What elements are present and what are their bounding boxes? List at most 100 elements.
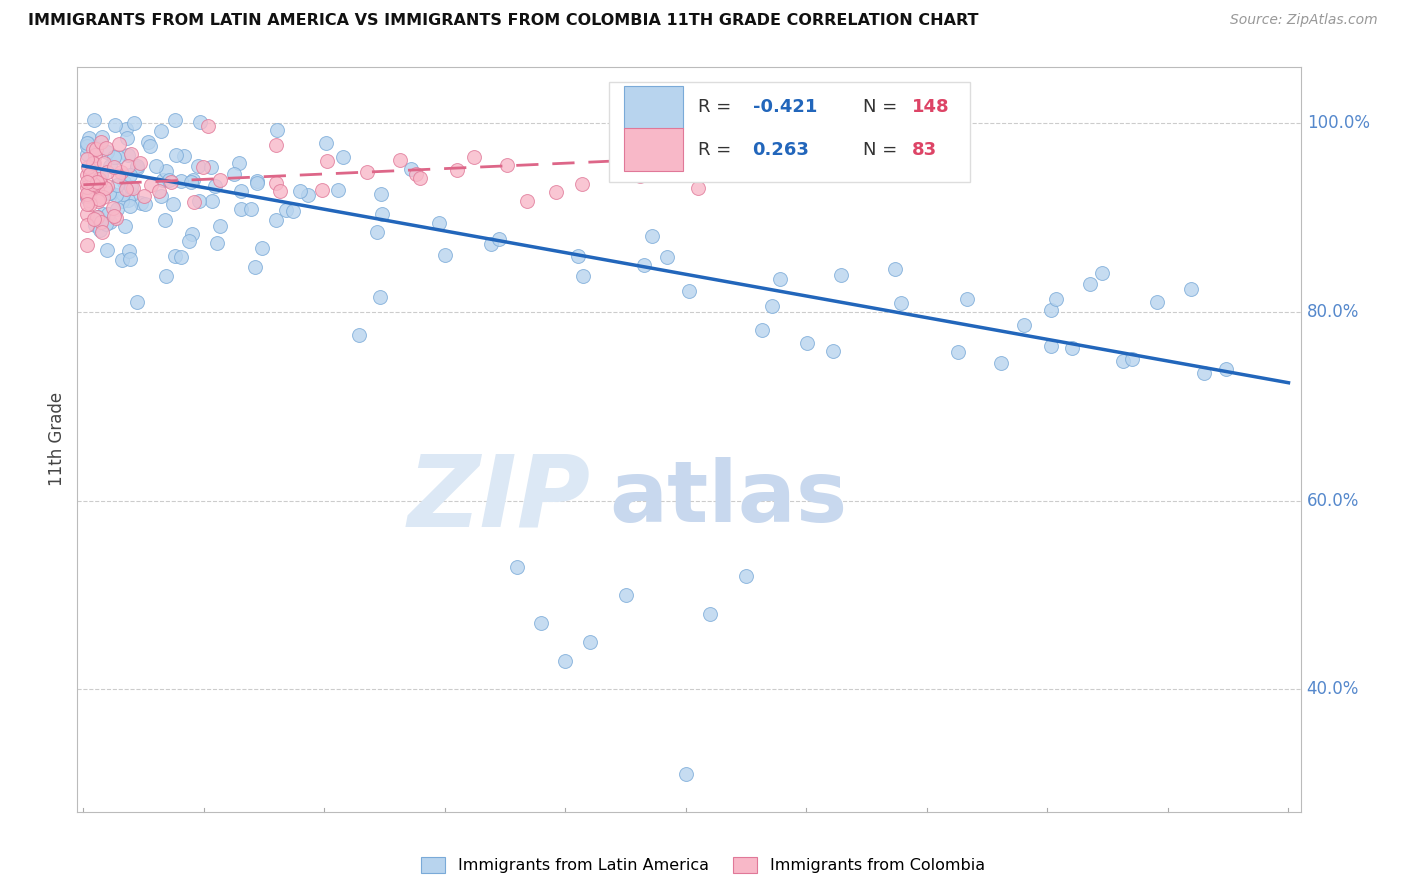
Point	[197, 120, 219, 134]
Point	[567, 250, 589, 264]
Point	[266, 212, 288, 227]
Point	[614, 588, 637, 602]
Point	[405, 167, 427, 181]
Point	[1078, 277, 1101, 291]
Point	[76, 189, 98, 203]
Point	[105, 188, 128, 202]
Point	[111, 252, 134, 267]
Point	[104, 118, 127, 132]
Point	[181, 227, 204, 241]
Point	[546, 185, 568, 199]
Point	[83, 173, 105, 187]
Point	[112, 186, 135, 201]
Point	[82, 177, 104, 191]
Point	[946, 345, 969, 359]
Point	[86, 142, 108, 156]
Point	[125, 161, 148, 175]
Text: atlas: atlas	[609, 458, 848, 541]
Point	[315, 136, 337, 150]
Point	[76, 139, 98, 153]
Point	[1121, 352, 1143, 367]
Point	[136, 136, 159, 150]
Point	[103, 210, 125, 224]
Point	[76, 191, 98, 205]
Text: R =: R =	[697, 141, 731, 159]
Point	[152, 172, 174, 186]
Point	[76, 153, 98, 167]
Legend: Immigrants from Latin America, Immigrants from Colombia: Immigrants from Latin America, Immigrant…	[415, 850, 991, 880]
Point	[148, 184, 170, 198]
Bar	[624, 86, 683, 128]
Point	[139, 178, 162, 193]
Point	[96, 178, 118, 193]
Point	[150, 188, 173, 202]
Point	[91, 225, 114, 239]
Point	[496, 158, 519, 172]
Point	[96, 145, 118, 160]
Point	[155, 164, 177, 178]
Point	[388, 153, 411, 167]
Point	[370, 186, 392, 201]
Point	[990, 356, 1012, 370]
Point	[122, 181, 145, 195]
Point	[239, 202, 262, 216]
Point	[399, 162, 422, 177]
Point	[796, 335, 818, 350]
Point	[149, 124, 172, 138]
Point	[118, 198, 141, 212]
Point	[90, 168, 112, 182]
Point	[83, 178, 105, 192]
Point	[80, 169, 103, 184]
Point	[209, 173, 232, 187]
Point	[571, 178, 593, 192]
Point	[179, 234, 201, 248]
Point	[155, 269, 177, 284]
Bar	[624, 128, 683, 171]
Point	[170, 250, 193, 264]
Point	[83, 113, 105, 128]
Point	[76, 197, 98, 211]
Point	[884, 261, 907, 276]
Point	[288, 184, 311, 198]
Point	[641, 229, 664, 244]
Point	[821, 344, 844, 359]
Point	[890, 296, 912, 310]
Point	[204, 178, 226, 193]
Point	[208, 219, 231, 233]
Point	[129, 155, 152, 169]
Point	[117, 193, 139, 207]
Point	[427, 216, 450, 230]
Point	[108, 136, 131, 151]
Point	[224, 167, 246, 181]
Point	[1146, 295, 1168, 310]
Point	[138, 139, 160, 153]
Point	[145, 159, 167, 173]
Point	[134, 197, 156, 211]
Text: -0.421: -0.421	[752, 98, 817, 116]
Point	[129, 195, 152, 210]
Point	[170, 173, 193, 187]
Point	[115, 182, 138, 196]
Point	[76, 186, 98, 201]
Point	[554, 654, 576, 668]
Point	[188, 114, 211, 128]
Point	[89, 223, 111, 237]
Point	[107, 150, 129, 164]
Text: IMMIGRANTS FROM LATIN AMERICA VS IMMIGRANTS FROM COLOMBIA 11TH GRADE CORRELATION: IMMIGRANTS FROM LATIN AMERICA VS IMMIGRA…	[28, 13, 979, 29]
Point	[118, 252, 141, 267]
Point	[266, 123, 288, 137]
Point	[481, 237, 503, 252]
Point	[90, 135, 112, 149]
Point	[409, 171, 432, 186]
Point	[97, 207, 120, 221]
Point	[516, 194, 538, 209]
Point	[274, 202, 297, 217]
Point	[1091, 267, 1114, 281]
Point	[446, 163, 468, 178]
Point	[89, 176, 111, 190]
Point	[1039, 302, 1062, 317]
Point	[201, 194, 224, 208]
Point	[79, 197, 101, 211]
Point	[655, 251, 678, 265]
Point	[87, 210, 110, 224]
